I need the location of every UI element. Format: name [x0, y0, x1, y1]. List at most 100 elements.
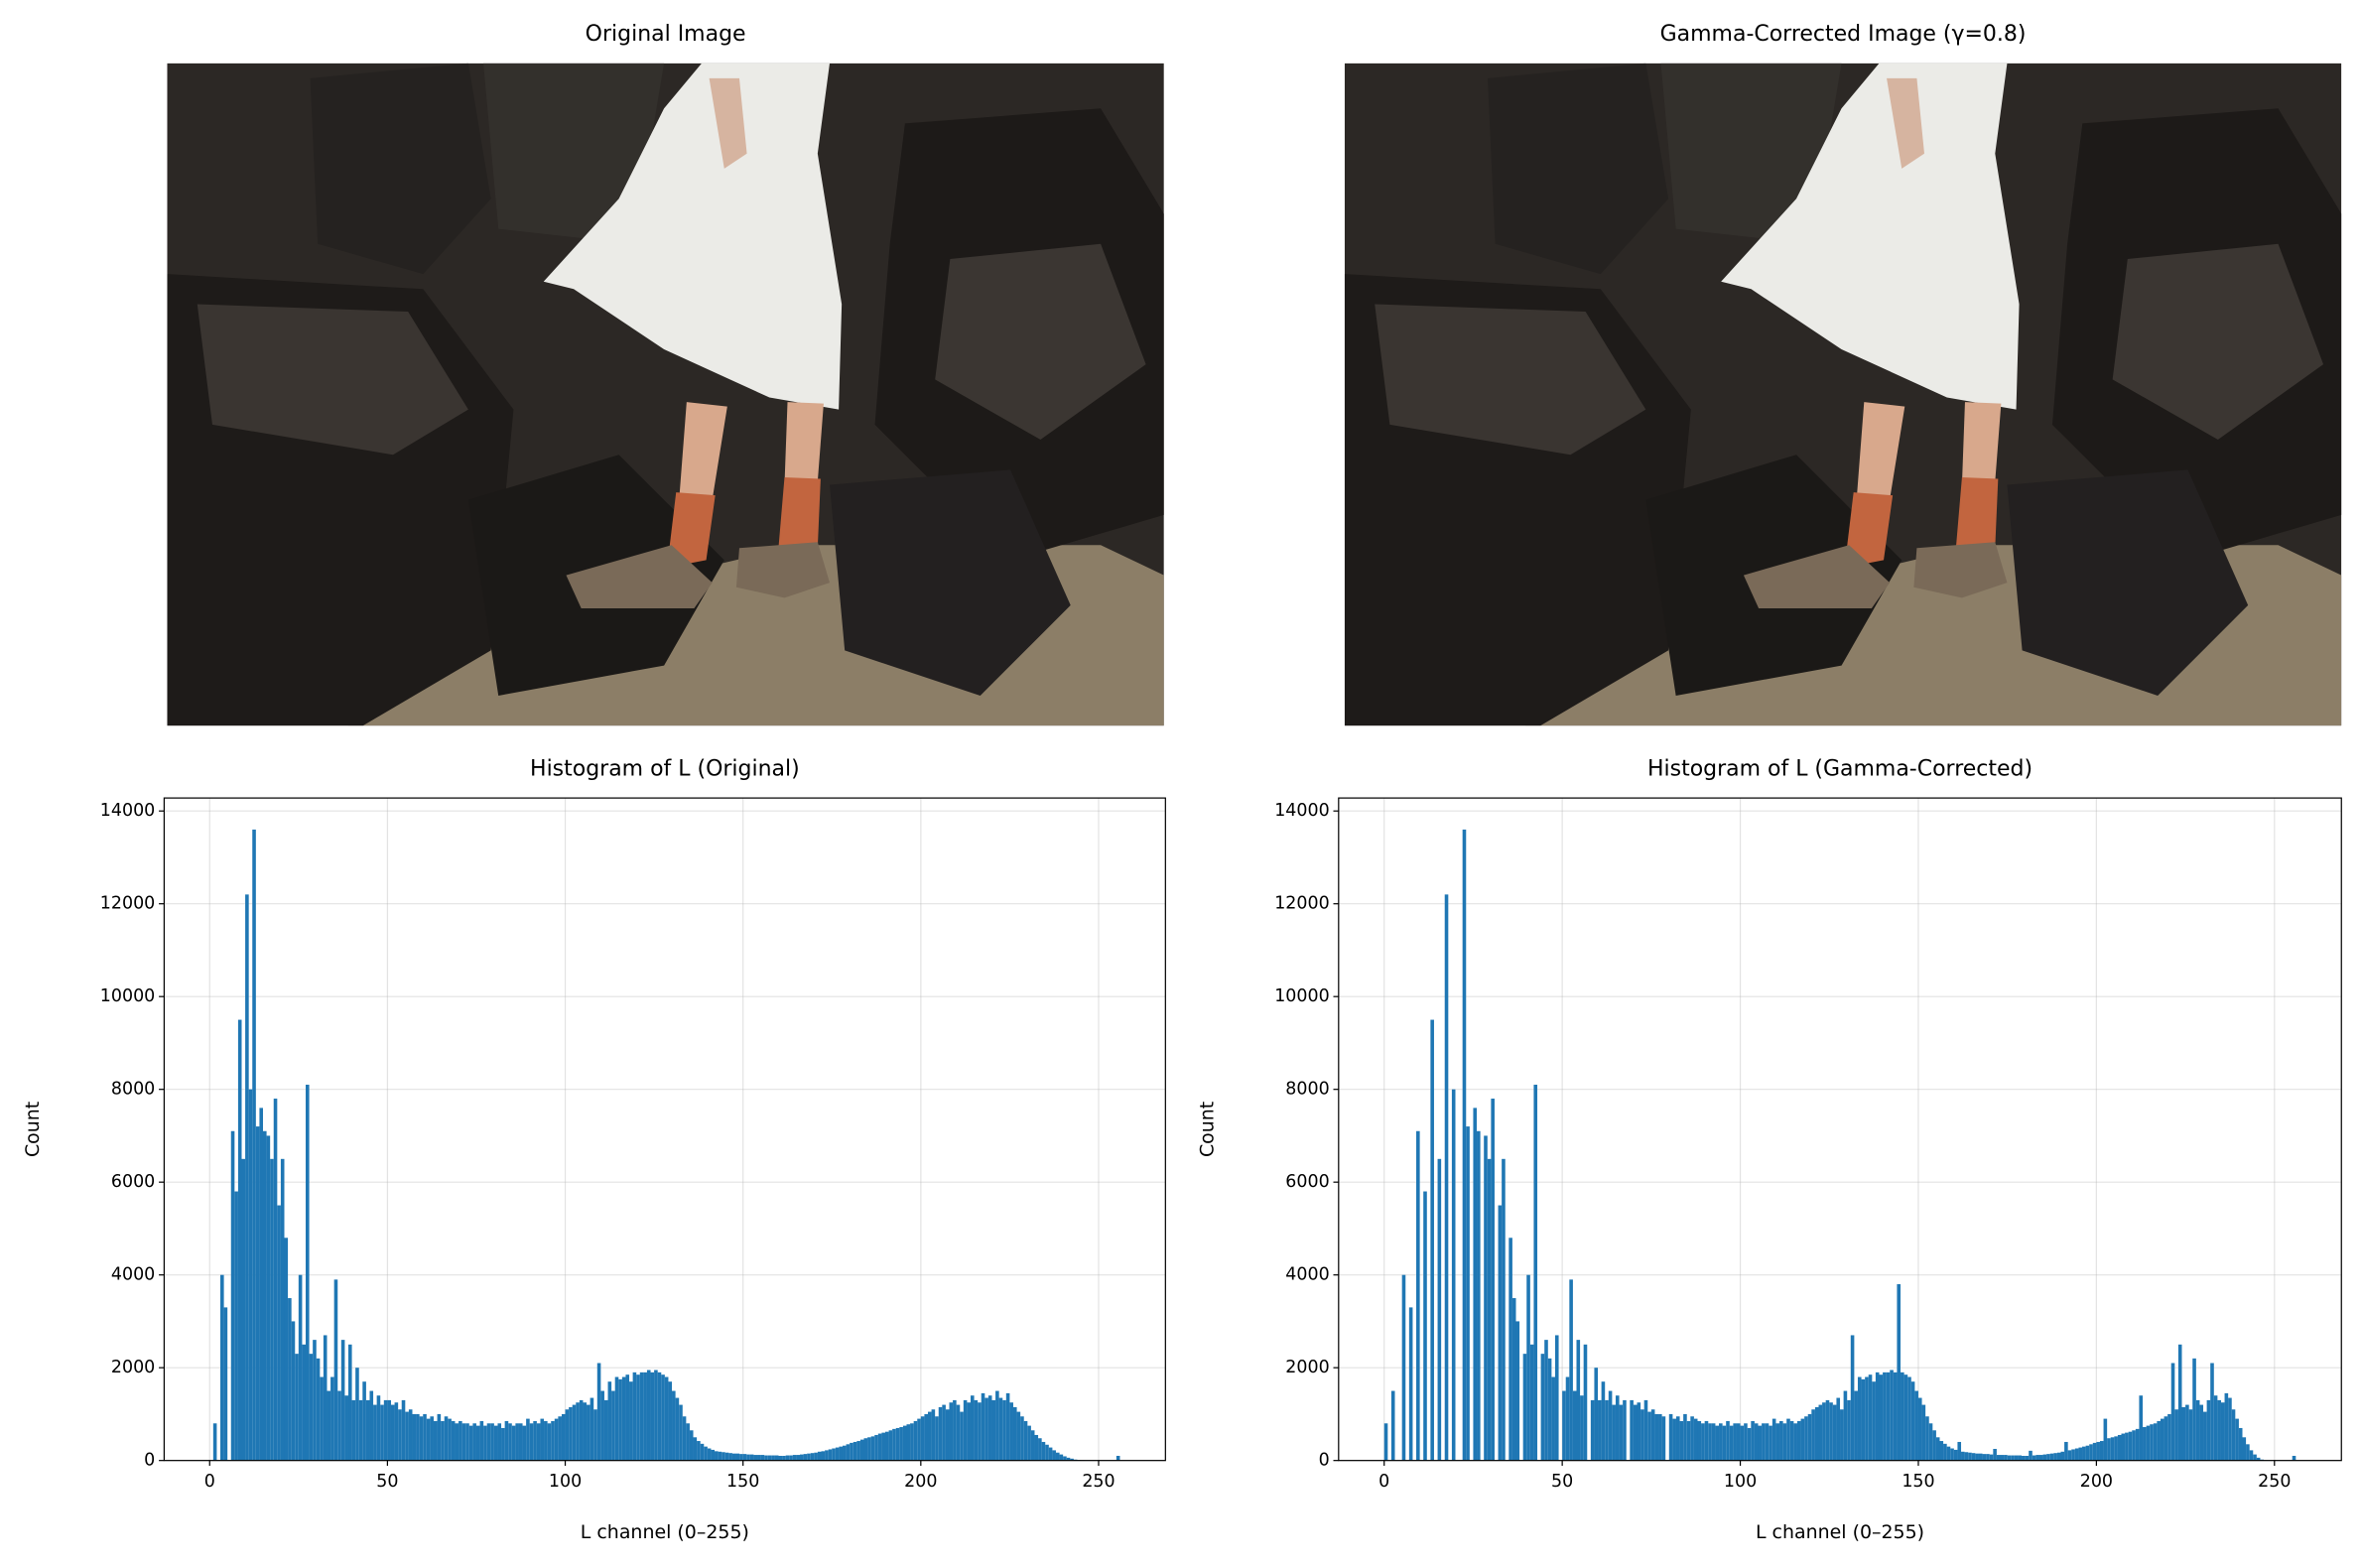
histogram-bar	[2206, 1399, 2211, 1461]
histogram-bar	[1928, 1423, 1933, 1461]
histogram-bar	[2035, 1455, 2039, 1461]
histogram-bar	[587, 1404, 590, 1461]
histogram-bar	[1814, 1406, 1819, 1461]
histogram-bar	[1782, 1423, 1787, 1461]
histogram-bar	[600, 1390, 604, 1461]
histogram-bar	[313, 1340, 317, 1461]
histogram-bar	[771, 1455, 775, 1461]
histogram-bar	[347, 1344, 352, 1461]
histogram-bar	[369, 1390, 374, 1461]
histogram-bar	[2103, 1418, 2108, 1461]
histogram-bar	[2217, 1399, 2221, 1461]
histogram-bar	[1719, 1423, 1723, 1461]
histogram-bar	[1825, 1399, 1830, 1461]
histogram-bar	[569, 1406, 573, 1461]
histogram-bar	[686, 1423, 690, 1461]
y-tick-label: 6000	[1285, 1172, 1329, 1192]
histogram-bar	[774, 1455, 779, 1461]
histogram-bar	[800, 1454, 804, 1461]
histogram-bar	[2160, 1418, 2164, 1461]
histogram-bar	[327, 1390, 331, 1461]
histogram-bar	[1547, 1358, 1552, 1461]
histogram-bar	[497, 1423, 502, 1461]
histogram-bar	[764, 1455, 768, 1461]
histogram-bar	[700, 1443, 705, 1461]
histogram-bar	[416, 1413, 420, 1461]
histogram-bar	[330, 1376, 334, 1461]
histogram-bar	[2249, 1450, 2254, 1461]
histogram-bar	[1041, 1441, 1046, 1461]
histogram-bar	[639, 1372, 644, 1461]
histogram-bar	[2132, 1430, 2136, 1461]
histogram-bar	[782, 1455, 786, 1461]
histogram-bar	[704, 1446, 708, 1461]
histogram-bar	[1986, 1454, 1990, 1461]
histogram-bar	[746, 1454, 750, 1461]
histogram-bar	[1540, 1354, 1545, 1461]
histogram-bar	[2174, 1409, 2178, 1461]
histogram-bar	[2220, 1402, 2225, 1461]
histogram-bar	[220, 1274, 224, 1461]
histogram-bar	[1875, 1372, 1880, 1461]
histogram-bar	[607, 1381, 612, 1461]
histogram-bar	[792, 1455, 797, 1461]
histogram-bar	[255, 1126, 260, 1461]
histogram-bar	[1935, 1437, 1940, 1461]
axes-frame	[1338, 797, 2342, 1462]
histogram-bar	[529, 1423, 534, 1461]
histogram-bar	[302, 1344, 306, 1461]
histogram-bar	[1526, 1274, 1530, 1461]
histogram-bar	[493, 1425, 498, 1461]
histogram-bar	[1020, 1416, 1024, 1461]
histogram-bar	[632, 1372, 637, 1461]
histogram-bar	[942, 1404, 946, 1461]
histogram-bar	[2139, 1395, 2144, 1461]
histogram-bar	[547, 1423, 552, 1461]
histogram-bar	[2242, 1437, 2247, 1461]
histogram-bar	[423, 1413, 427, 1461]
y-tick-label: 14000	[1274, 801, 1329, 821]
histogram-bar	[753, 1455, 758, 1461]
histogram-bar	[1989, 1454, 1994, 1461]
histogram-bar	[603, 1399, 608, 1461]
y-tick-label: 12000	[100, 894, 155, 914]
histogram-bar	[874, 1434, 878, 1461]
histogram-bar	[636, 1374, 640, 1461]
histogram-bar	[1711, 1423, 1716, 1461]
histogram-bar	[1890, 1370, 1894, 1461]
histogram-bar	[320, 1376, 324, 1461]
histogram-bar	[910, 1423, 914, 1461]
histogram-bar	[899, 1427, 903, 1461]
histogram-bar	[1701, 1423, 1705, 1461]
histogram-bar	[309, 1354, 314, 1461]
histogram-bar	[288, 1298, 292, 1461]
histogram-bar	[1477, 1130, 1481, 1461]
histogram-bar	[807, 1453, 811, 1461]
histogram-bar	[1715, 1425, 1720, 1461]
histogram-bar	[1769, 1425, 1772, 1461]
histogram-bar	[1747, 1427, 1752, 1461]
histogram-bar	[2170, 1363, 2175, 1461]
histogram-bar	[263, 1130, 267, 1461]
histogram-bar	[1729, 1425, 1734, 1461]
histogram-bar	[2049, 1453, 2054, 1461]
histogram-bar	[1957, 1441, 1962, 1461]
histogram-bar	[1048, 1447, 1053, 1461]
histogram-bar	[2099, 1441, 2104, 1461]
histogram-bar	[2038, 1455, 2043, 1461]
histogram-bar	[1066, 1457, 1071, 1461]
histogram-bar	[856, 1441, 860, 1461]
histogram-bar	[340, 1340, 345, 1461]
histogram-bar	[2011, 1455, 2015, 1461]
histogram-bar	[821, 1451, 826, 1461]
histogram-bar	[1462, 829, 1467, 1461]
x-tick-label: 100	[1724, 1472, 1757, 1492]
histogram-bar	[1843, 1390, 1848, 1461]
histogram-bar	[508, 1423, 512, 1461]
histogram-bar	[1793, 1423, 1797, 1461]
histogram-bar	[1946, 1446, 1951, 1461]
histogram-bar	[1836, 1397, 1841, 1461]
histogram-bar	[679, 1404, 683, 1461]
histogram-bar	[1779, 1420, 1783, 1461]
histogram-bar	[277, 1205, 281, 1461]
